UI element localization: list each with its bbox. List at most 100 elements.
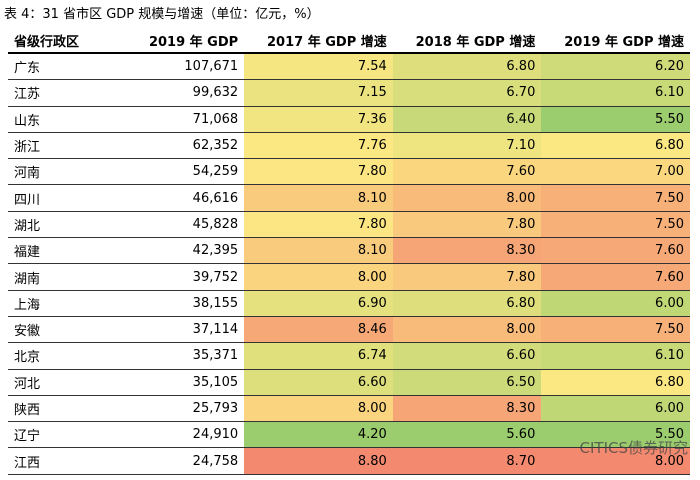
growth-cell: 6.60 [244, 369, 393, 396]
table-row: 江西 24,758 8.80 8.70 8.00 [8, 447, 690, 475]
region-cell: 湖南 [8, 263, 130, 291]
growth-cell: 8.80 [244, 447, 393, 475]
table-row: 山东 71,068 7.36 6.40 5.50 [8, 106, 690, 133]
header-row: 省级行政区 2019 年 GDP 2017 年 GDP 增速 2018 年 GDP 增… [8, 28, 690, 54]
growth-cell: 7.00 [541, 158, 690, 186]
growth-cell: 6.00 [541, 395, 690, 423]
growth-cell: 8.70 [392, 447, 542, 475]
table-row: 湖南 39,752 8.00 7.80 7.60 [8, 263, 690, 291]
growth-cell: 7.80 [392, 263, 542, 291]
table-row: 上海 38,155 6.90 6.80 6.00 [8, 290, 690, 317]
table-row: 湖北 45,828 7.80 7.80 7.50 [8, 211, 690, 239]
growth-cell: 8.00 [392, 184, 542, 212]
gdp-cell: 54,259 [130, 158, 245, 186]
growth-cell: 7.60 [392, 158, 542, 186]
table-title: 表 4：31 省市区 GDP 规模与增速（单位：亿元，%） [4, 7, 320, 22]
gdp-cell: 35,105 [130, 369, 245, 396]
growth-cell: 8.00 [392, 316, 542, 344]
growth-cell: 5.50 [541, 106, 690, 133]
gdp-cell: 99,632 [130, 79, 245, 107]
growth-cell: 6.00 [541, 290, 690, 317]
growth-cell: 8.10 [244, 237, 393, 265]
header-cell: 2019 年 GDP 增速 [541, 28, 690, 54]
header-cell: 2018 年 GDP 增速 [392, 28, 542, 54]
gdp-cell: 24,910 [130, 421, 245, 449]
region-cell: 陕西 [8, 395, 130, 423]
growth-cell: 7.80 [392, 211, 542, 239]
gdp-cell: 39,752 [130, 263, 245, 291]
region-cell: 江苏 [8, 79, 130, 107]
table-row: 河南 54,259 7.80 7.60 7.00 [8, 158, 690, 186]
header-cell: 省级行政区 [8, 28, 130, 54]
header-cell: 2019 年 GDP [130, 28, 245, 54]
growth-cell: 8.30 [392, 237, 542, 265]
growth-cell: 6.74 [244, 342, 393, 370]
region-cell: 福建 [8, 237, 130, 265]
growth-cell: 5.50 [541, 421, 690, 449]
table-row: 浙江 62,352 7.76 7.10 6.80 [8, 132, 690, 160]
table-row: 辽宁 24,910 4.20 5.60 5.50 [8, 421, 690, 449]
growth-cell: 8.00 [244, 395, 393, 423]
region-cell: 河南 [8, 158, 130, 186]
gdp-cell: 62,352 [130, 132, 245, 160]
growth-cell: 6.80 [392, 290, 542, 317]
region-cell: 上海 [8, 290, 130, 317]
growth-cell: 8.30 [392, 395, 542, 423]
growth-cell: 8.00 [244, 263, 393, 291]
growth-cell: 7.60 [541, 237, 690, 265]
growth-cell: 8.10 [244, 184, 393, 212]
region-cell: 广东 [8, 53, 130, 81]
region-cell: 安徽 [8, 316, 130, 344]
gdp-cell: 71,068 [130, 106, 245, 133]
gdp-cell: 24,758 [130, 447, 245, 475]
gdp-cell: 37,114 [130, 316, 245, 344]
growth-cell: 7.10 [392, 132, 542, 160]
growth-cell: 7.50 [541, 184, 690, 212]
growth-cell: 6.80 [392, 53, 542, 81]
growth-cell: 5.60 [392, 421, 542, 449]
growth-cell: 6.10 [541, 79, 690, 107]
growth-cell: 6.20 [541, 53, 690, 81]
growth-cell: 6.90 [244, 290, 393, 317]
region-cell: 河北 [8, 369, 130, 396]
growth-cell: 7.15 [244, 79, 393, 107]
growth-cell: 7.54 [244, 53, 393, 81]
growth-cell: 8.46 [244, 316, 393, 344]
region-cell: 山东 [8, 106, 130, 133]
table-row: 陕西 25,793 8.00 8.30 6.00 [8, 395, 690, 423]
region-cell: 北京 [8, 342, 130, 370]
growth-cell: 6.60 [392, 342, 542, 370]
gdp-cell: 45,828 [130, 211, 245, 239]
gdp-table: 省级行政区 2019 年 GDP 2017 年 GDP 增速 2018 年 GDP 增… [8, 28, 690, 475]
table-body: 广东 107,671 7.54 6.80 6.20 江苏 99,632 7.15 6.70 6.1… [8, 53, 690, 475]
table-row: 河北 35,105 6.60 6.50 6.80 [8, 369, 690, 396]
table-row: 北京 35,371 6.74 6.60 6.10 [8, 342, 690, 370]
region-cell: 浙江 [8, 132, 130, 160]
region-cell: 江西 [8, 447, 130, 475]
table-row: 江苏 99,632 7.15 6.70 6.10 [8, 79, 690, 107]
gdp-cell: 25,793 [130, 395, 245, 423]
watermark: CITICS债券研究 [579, 439, 688, 457]
growth-cell: 4.20 [244, 421, 393, 449]
header-cell: 2017 年 GDP 增速 [244, 28, 393, 54]
gdp-cell: 46,616 [130, 184, 245, 212]
table-row: 四川 46,616 8.10 8.00 7.50 [8, 184, 690, 212]
growth-cell: 6.70 [392, 79, 542, 107]
growth-cell: 7.50 [541, 316, 690, 344]
growth-cell: 7.60 [541, 263, 690, 291]
growth-cell: 7.80 [244, 158, 393, 186]
growth-cell: 7.76 [244, 132, 393, 160]
gdp-cell: 107,671 [130, 53, 245, 81]
growth-cell: 7.36 [244, 106, 393, 133]
growth-cell: 7.50 [541, 211, 690, 239]
gdp-cell: 42,395 [130, 237, 245, 265]
table-row: 福建 42,395 8.10 8.30 7.60 [8, 237, 690, 265]
table-row: 广东 107,671 7.54 6.80 6.20 [8, 53, 690, 81]
gdp-cell: 35,371 [130, 342, 245, 370]
region-cell: 湖北 [8, 211, 130, 239]
region-cell: 辽宁 [8, 421, 130, 449]
gdp-cell: 38,155 [130, 290, 245, 317]
growth-cell: 6.40 [392, 106, 542, 133]
growth-cell: 6.10 [541, 342, 690, 370]
